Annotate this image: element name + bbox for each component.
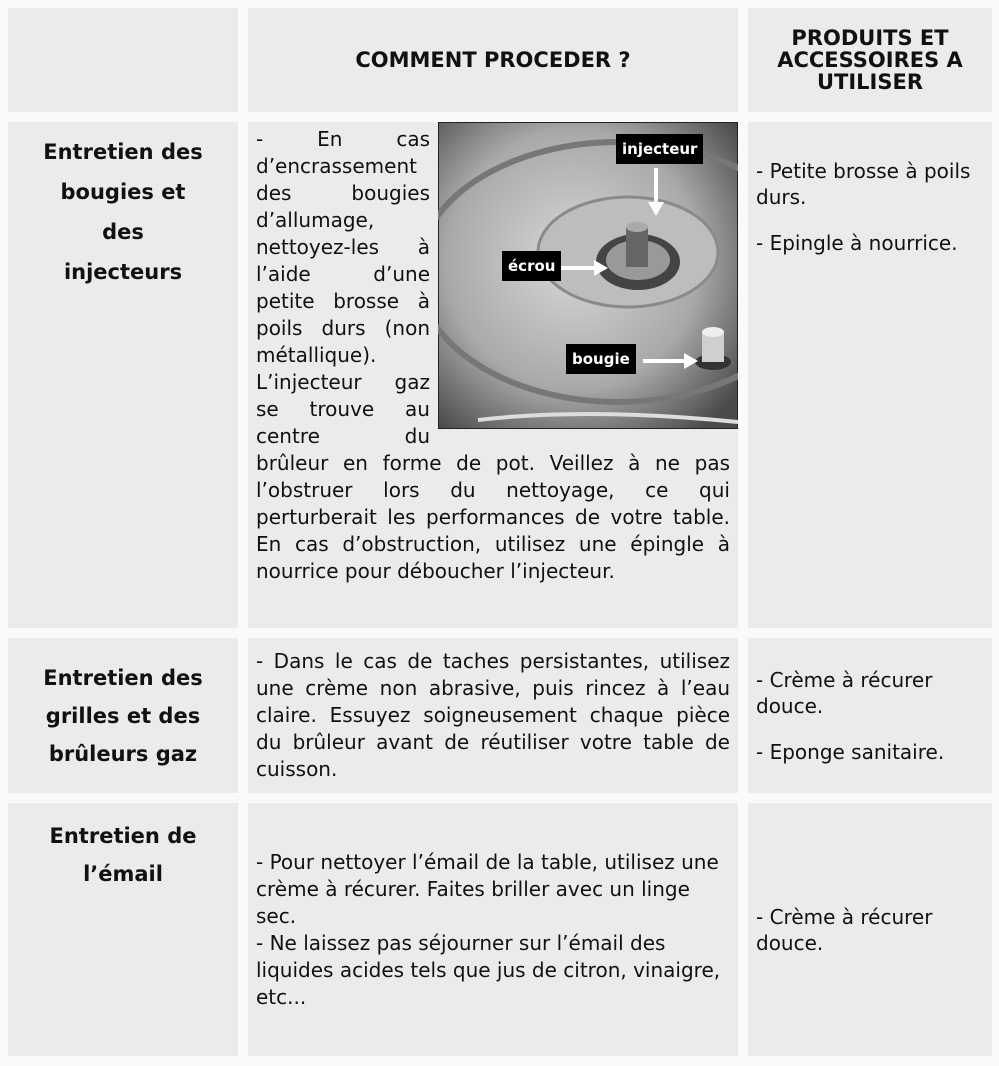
products-cell: - Crème à récurer douce. - Eponge sanita… — [748, 638, 992, 793]
header-cell: PRODUITS ET ACCESSOIRES A UTILISER — [748, 8, 992, 112]
photo-label: bougie — [566, 344, 636, 374]
title-line: Entretien des — [43, 140, 203, 164]
product-item: - Crème à récurer douce. — [756, 667, 933, 718]
procedure-text: - En cas d’encrassement des bougies d’al… — [256, 127, 730, 583]
title-line: brûleurs gaz — [48, 741, 198, 766]
title-line: grilles et des — [45, 703, 201, 728]
header-text: ACCESSOIRES A — [777, 48, 963, 72]
photo-label: injecteur — [616, 134, 704, 164]
product-item: - Eponge sanitaire. — [756, 739, 945, 764]
title-line: injecteurs — [63, 260, 183, 284]
products-cell: - Crème à récurer douce. — [748, 803, 992, 1056]
products-cell: - Petite brosse à poils durs. - Epingle … — [748, 122, 992, 628]
product-item: - Petite brosse à poils durs. — [756, 159, 971, 209]
product-item: - Crème à récurer douce. — [756, 904, 933, 955]
table: COMMENT PROCEDER ? PRODUITS ET ACCESSOIR… — [8, 8, 992, 1056]
header-text: COMMENT PROCEDER ? — [355, 48, 631, 72]
procedure-cell: - Pour nettoyer l’émail de la table, uti… — [248, 803, 738, 1056]
header-text: PRODUITS ET — [791, 26, 949, 50]
row-title: Entretien des grilles et des brûleurs ga… — [8, 638, 238, 793]
title-line: bougies et — [60, 180, 186, 204]
procedure-cell: - Dans le cas de taches persistantes, ut… — [248, 638, 738, 793]
photo-label: écrou — [502, 251, 562, 281]
corner-cell — [8, 8, 238, 112]
procedure-text: - Ne laissez pas séjourner sur l’émail d… — [256, 930, 721, 1009]
header-text: UTILISER — [816, 70, 924, 94]
row-title: Entretien des bougies et des injecteurs — [8, 122, 238, 628]
title-line: l’émail — [83, 862, 163, 886]
title-line: Entretien des — [43, 665, 203, 690]
title-line: Entretien de — [49, 824, 197, 848]
procedure-text: - Pour nettoyer l’émail de la table, uti… — [256, 849, 719, 928]
row-title: Entretien de l’émail — [8, 803, 238, 1056]
product-item: - Epingle à nourrice. — [756, 231, 958, 255]
procedure-text: - Dans le cas de taches persistantes, ut… — [256, 649, 730, 781]
title-line: des — [102, 220, 144, 244]
header-cell: COMMENT PROCEDER ? — [248, 8, 738, 112]
burner-photo: injecteur écrou bougie — [415, 121, 821, 430]
procedure-cell: injecteur écrou bougie - En cas d’encras… — [248, 121, 821, 628]
photo-image — [415, 121, 821, 430]
